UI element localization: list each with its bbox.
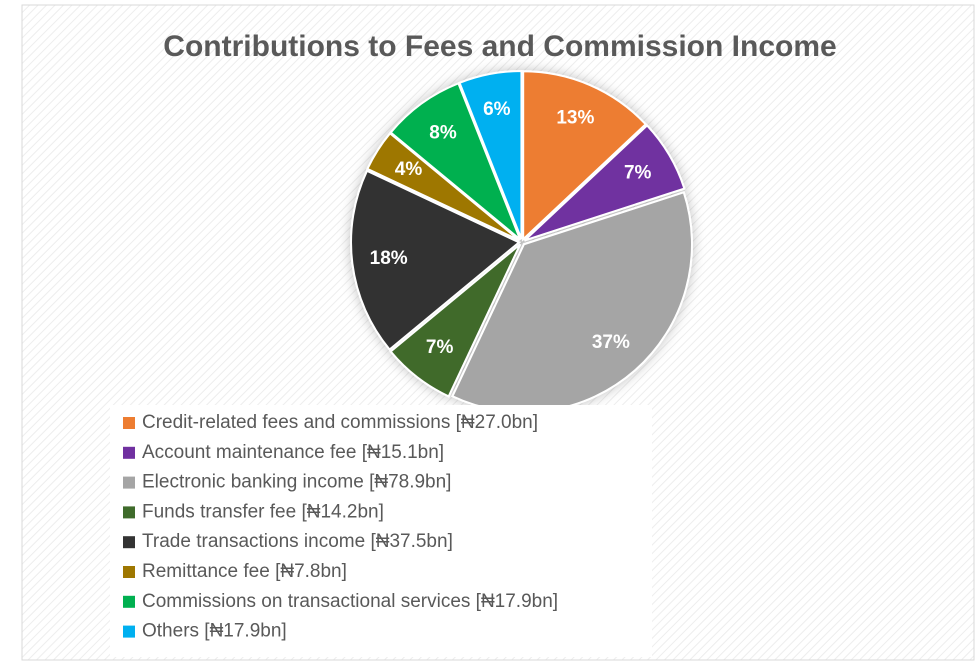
value-labels: 13% 7% 37% 7% 18% 4% 8% 6% [370, 99, 652, 358]
legend-swatch [123, 446, 135, 459]
data-label: 6% [483, 99, 511, 120]
data-label: 8% [429, 122, 457, 143]
data-label: 4% [395, 159, 423, 180]
data-label: 7% [624, 163, 652, 184]
data-label: 18% [370, 248, 408, 269]
legend-label: Remittance fee [₦7.8bn] [142, 561, 347, 582]
legend-swatch [123, 536, 135, 549]
legend-label: Credit-related fees and commissions [₦27… [142, 412, 538, 433]
data-label: 7% [426, 337, 454, 358]
legend-label: Trade transactions income [₦37.5bn] [142, 531, 453, 552]
pie-slice [522, 70, 648, 242]
legend-label: Funds transfer fee [₦14.2bn] [142, 501, 384, 522]
legend-swatch [123, 595, 135, 608]
legend-swatch [123, 566, 135, 578]
legend-box [110, 405, 652, 657]
chart-title: Contributions to Fees and Commission Inc… [163, 30, 836, 63]
pie-slice [366, 131, 521, 242]
data-label: 13% [556, 108, 594, 129]
pie [350, 70, 693, 414]
legend-swatch [123, 476, 135, 489]
pie-slice [523, 124, 686, 242]
legend-swatch [123, 506, 135, 519]
legend-label: Account maintenance fee [₦15.1bn] [142, 442, 444, 463]
legend-swatch [123, 625, 135, 638]
pie-slice [458, 70, 523, 240]
pie-slice [389, 243, 522, 398]
data-label: 37% [592, 332, 630, 353]
legend: Credit-related fees and commissions [₦27… [123, 412, 558, 642]
pie-slice [389, 82, 522, 241]
legend-label: Others [₦17.9bn] [142, 621, 287, 642]
legend-swatch [123, 417, 135, 429]
legend-label: Commissions on transactional services [₦… [142, 591, 558, 612]
legend-label: Electronic banking income [₦78.9bn] [142, 472, 451, 493]
pie-slice [350, 169, 521, 351]
